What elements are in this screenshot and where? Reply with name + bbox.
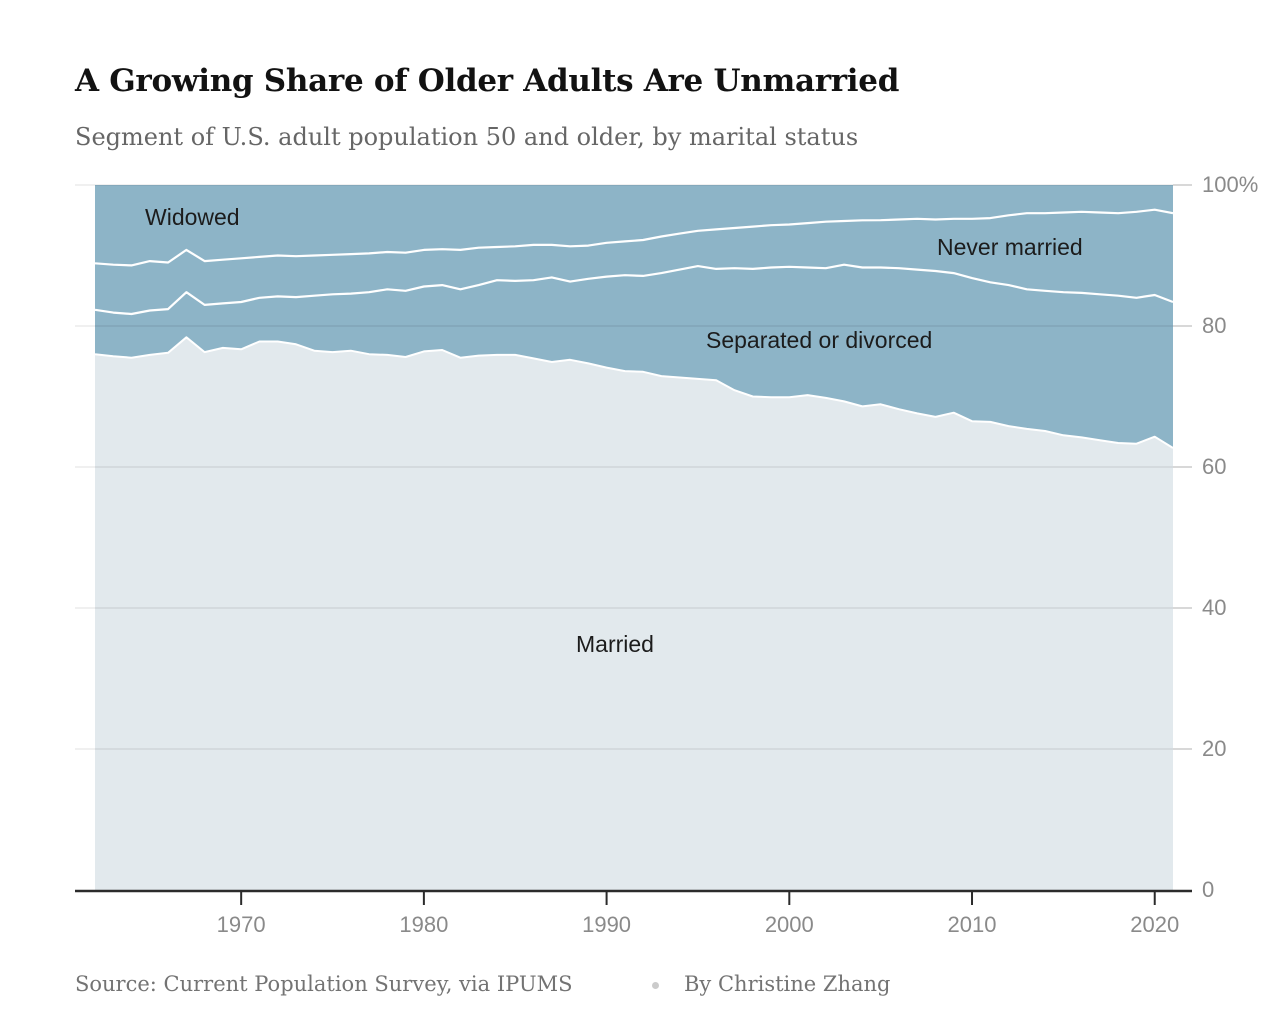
x-axis-label-2010: 2010 xyxy=(947,912,997,937)
y-axis-label-0: 0 xyxy=(1202,877,1215,902)
x-axis-label-2020: 2020 xyxy=(1130,912,1180,937)
y-axis-label-60: 60 xyxy=(1202,454,1227,479)
series-label-separated-or-divorced: Separated or divorced xyxy=(706,327,933,353)
y-axis-label-40: 40 xyxy=(1202,595,1227,620)
chart-title: A Growing Share of Older Adults Are Unma… xyxy=(75,62,900,99)
series-label-never-married: Never married xyxy=(937,234,1083,260)
series-label-widowed: Widowed xyxy=(145,204,240,230)
x-axis-label-2000: 2000 xyxy=(764,912,814,937)
unmarried-area xyxy=(95,185,1173,448)
series-label-married: Married xyxy=(576,631,654,657)
x-axis-label-1970: 1970 xyxy=(216,912,266,937)
x-axis-label-1980: 1980 xyxy=(399,912,449,937)
x-axis-label-1990: 1990 xyxy=(582,912,632,937)
y-axis-label-20: 20 xyxy=(1202,736,1227,761)
chart-subtitle: Segment of U.S. adult population 50 and … xyxy=(75,123,859,151)
boundary-line-married-top xyxy=(94,336,1174,449)
y-axis-label-80: 80 xyxy=(1202,313,1227,338)
boundary-line-separated-or-divorced-top xyxy=(94,263,1174,316)
y-axis-label-100%: 100% xyxy=(1202,172,1259,197)
boundary-line-never-married-top xyxy=(94,208,1174,267)
married-area xyxy=(95,337,1173,890)
